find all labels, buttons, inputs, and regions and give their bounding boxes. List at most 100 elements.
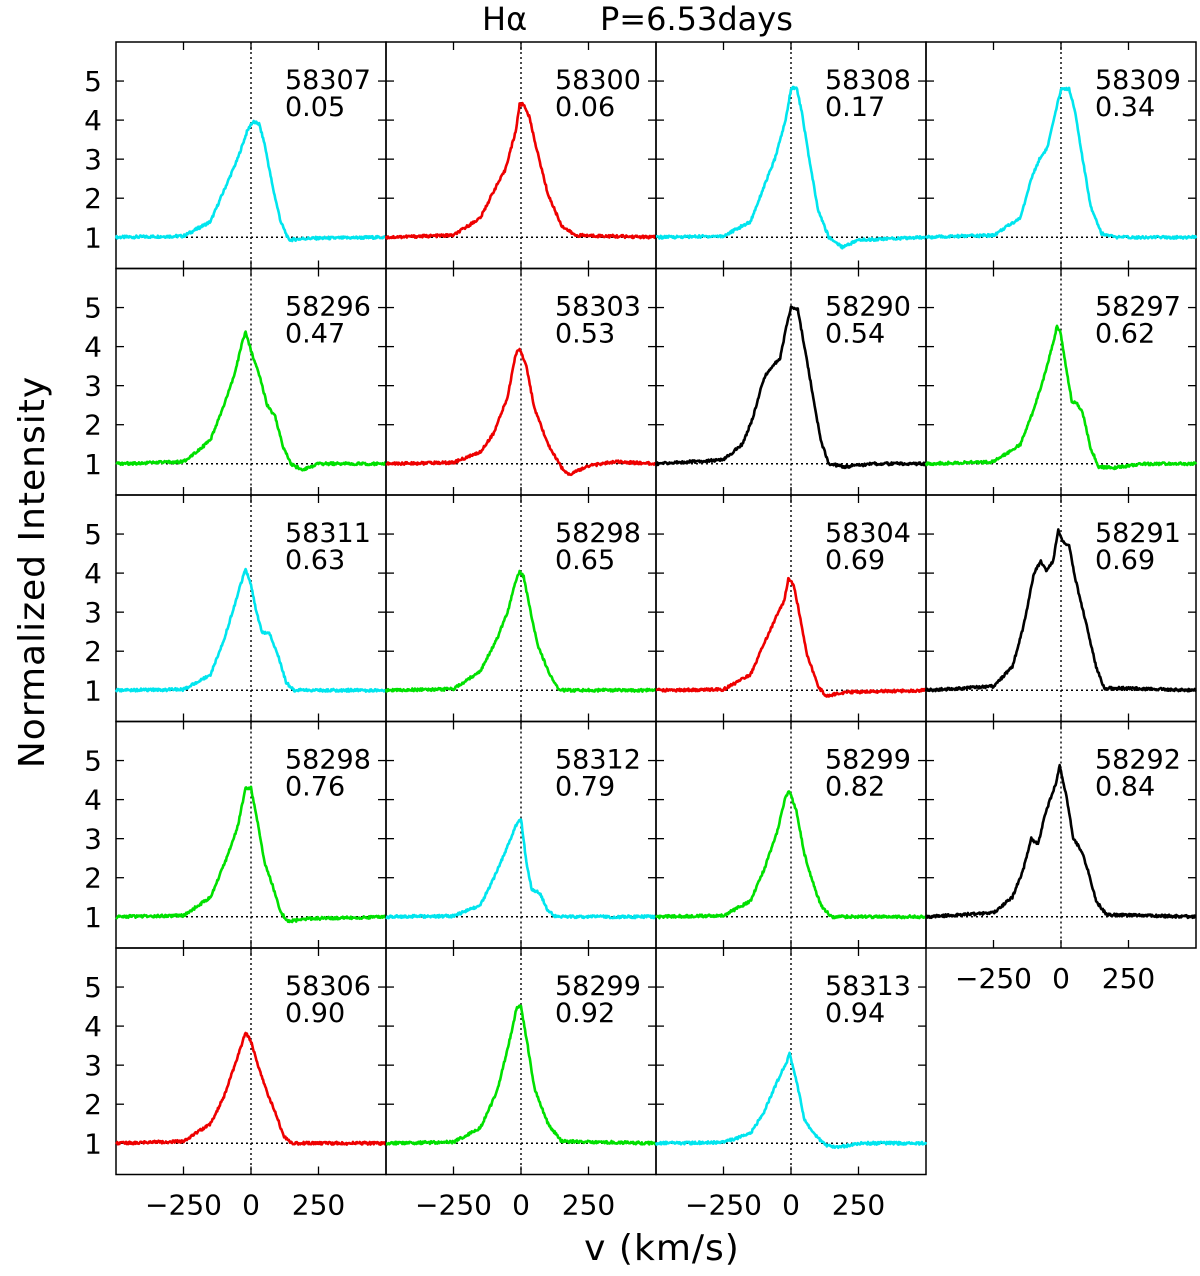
spectrum-line (385, 818, 658, 920)
panel-mjd-label: 58303 (555, 292, 641, 323)
panel-phase-label: 0.69 (825, 545, 885, 576)
panel-mjd-label: 58304 (825, 518, 911, 549)
spectrum-line (655, 85, 928, 250)
panel-phase-label: 0.62 (1095, 319, 1155, 350)
panel-phase-label: 0.05 (285, 92, 345, 123)
y-tick-label: 1 (84, 901, 102, 934)
x-tick-label: 250 (562, 1189, 615, 1222)
panel-mjd-label: 58298 (555, 518, 641, 549)
panel-phase-label: 0.90 (285, 998, 345, 1029)
y-tick-label: 3 (84, 823, 102, 856)
panel-phase-label: 0.69 (1095, 545, 1155, 576)
y-tick-label: 5 (84, 292, 102, 325)
chart-title-period: P=6.53days (600, 0, 793, 38)
panel-mjd-label: 58299 (825, 745, 911, 776)
spectrum-line (654, 305, 927, 470)
spectrum-line (384, 101, 657, 240)
panel-mjd-label: 58307 (285, 65, 371, 96)
spectrum-line (115, 330, 387, 472)
y-tick-label: 2 (84, 182, 102, 215)
x-axis-title: v (km/s) (584, 1228, 740, 1269)
y-tick-label: 4 (84, 104, 102, 137)
panel-mjd-label: 58306 (285, 971, 371, 1002)
spectrum-line (384, 569, 658, 693)
spectrum-line (115, 785, 388, 924)
y-tick-label: 3 (84, 596, 102, 629)
y-tick-label: 4 (84, 557, 102, 590)
panel-mjd-label: 58300 (555, 65, 641, 96)
y-tick-label: 1 (84, 1127, 102, 1160)
panel-phase-label: 0.84 (1095, 772, 1155, 803)
y-tick-label: 1 (84, 221, 102, 254)
panel-phase-label: 0.63 (285, 545, 345, 576)
panel-phase-label: 0.65 (555, 545, 615, 576)
panel-phase-label: 0.79 (555, 772, 615, 803)
y-tick-label: 4 (84, 1010, 102, 1043)
y-axis-title: Normalized Intensity (12, 376, 53, 768)
panel-mjd-label: 58309 (1095, 65, 1181, 96)
y-tick-label: 3 (84, 370, 102, 403)
y-tick-label: 5 (84, 745, 102, 778)
panel-phase-label: 0.53 (555, 319, 615, 350)
spectrum-line (924, 528, 1197, 693)
panel-phase-label: 0.06 (555, 92, 615, 123)
y-tick-label: 1 (84, 448, 102, 481)
x-tick-label: −250 (145, 1189, 222, 1222)
panel-phase-label: 0.94 (825, 998, 885, 1029)
spectrum-line (924, 763, 1197, 920)
y-tick-label: 2 (84, 409, 102, 442)
spectrum-line (654, 790, 928, 920)
panel-mjd-label: 58296 (285, 292, 371, 323)
y-tick-label: 4 (84, 331, 102, 364)
panel-phase-label: 0.82 (825, 772, 885, 803)
y-tick-label: 4 (84, 784, 102, 817)
x-tick-label: 0 (512, 1189, 530, 1222)
x-tick-label: 250 (832, 1189, 885, 1222)
panel-mjd-label: 58290 (825, 292, 911, 323)
panel-mjd-label: 58312 (555, 745, 641, 776)
panel-mjd-label: 58311 (285, 518, 371, 549)
chart-title-line: Hα (482, 0, 527, 38)
spectrum-line (655, 576, 928, 698)
panel-phase-label: 0.47 (285, 319, 345, 350)
spectrum-line (385, 347, 657, 477)
y-tick-label: 3 (84, 1049, 102, 1082)
spectrum-line (924, 324, 1198, 471)
panel-phase-label: 0.76 (285, 772, 345, 803)
y-tick-label: 2 (84, 635, 102, 668)
panel-mjd-label: 58308 (825, 65, 911, 96)
panel-mjd-label: 58292 (1095, 745, 1181, 776)
panel-mjd-label: 58291 (1095, 518, 1181, 549)
panel-mjd-label: 58297 (1095, 292, 1181, 323)
spectrum-line (654, 1051, 928, 1150)
x-tick-label: 250 (292, 1189, 345, 1222)
y-tick-label: 3 (84, 143, 102, 176)
x-tick-label: −250 (955, 962, 1032, 995)
y-tick-label: 1 (84, 674, 102, 707)
spectrum-line (385, 1004, 657, 1146)
panel-phase-label: 0.17 (825, 92, 885, 123)
panel-mjd-label: 58313 (825, 971, 911, 1002)
x-tick-label: 0 (242, 1189, 260, 1222)
x-tick-label: 250 (1102, 962, 1155, 995)
x-tick-label: 0 (782, 1189, 800, 1222)
panel-phase-label: 0.54 (825, 319, 885, 350)
y-tick-label: 2 (84, 862, 102, 895)
y-tick-label: 5 (84, 971, 102, 1004)
spectrum-line (115, 1031, 387, 1146)
panel-phase-label: 0.34 (1095, 92, 1155, 123)
y-tick-label: 2 (84, 1088, 102, 1121)
y-tick-label: 5 (84, 65, 102, 98)
y-tick-label: 5 (84, 518, 102, 551)
x-tick-label: 0 (1052, 962, 1070, 995)
spectrum-line (114, 567, 387, 693)
panel-mjd-label: 58298 (285, 745, 371, 776)
spectrum-line (114, 119, 388, 243)
spectrum-line (924, 86, 1198, 240)
x-tick-label: −250 (415, 1189, 492, 1222)
x-tick-label: −250 (685, 1189, 762, 1222)
panel-mjd-label: 58299 (555, 971, 641, 1002)
panel-phase-label: 0.92 (555, 998, 615, 1029)
